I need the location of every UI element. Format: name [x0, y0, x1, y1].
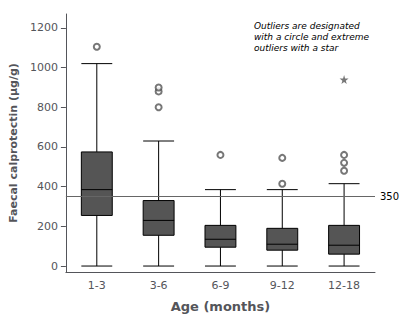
svg-text:Outliers are designated: Outliers are designated	[254, 21, 360, 31]
svg-text:12-18: 12-18	[328, 279, 360, 292]
svg-text:400: 400	[37, 180, 58, 193]
svg-text:0: 0	[51, 260, 58, 273]
svg-text:1000: 1000	[30, 61, 58, 74]
svg-text:800: 800	[37, 101, 58, 114]
svg-text:6-9: 6-9	[211, 279, 229, 292]
svg-text:600: 600	[37, 140, 58, 153]
svg-text:350: 350	[380, 191, 399, 202]
svg-text:1-3: 1-3	[88, 279, 106, 292]
svg-text:Age (months): Age (months)	[171, 299, 271, 314]
svg-text:Faecal calprotectin (µg/g): Faecal calprotectin (µg/g)	[7, 63, 20, 223]
svg-text:9-12: 9-12	[270, 279, 295, 292]
svg-text:200: 200	[37, 220, 58, 233]
svg-text:outliers with a star: outliers with a star	[254, 43, 340, 53]
svg-text:1200: 1200	[30, 21, 58, 34]
svg-text:with a circle and extreme: with a circle and extreme	[254, 32, 370, 42]
svg-text:3-6: 3-6	[150, 279, 168, 292]
